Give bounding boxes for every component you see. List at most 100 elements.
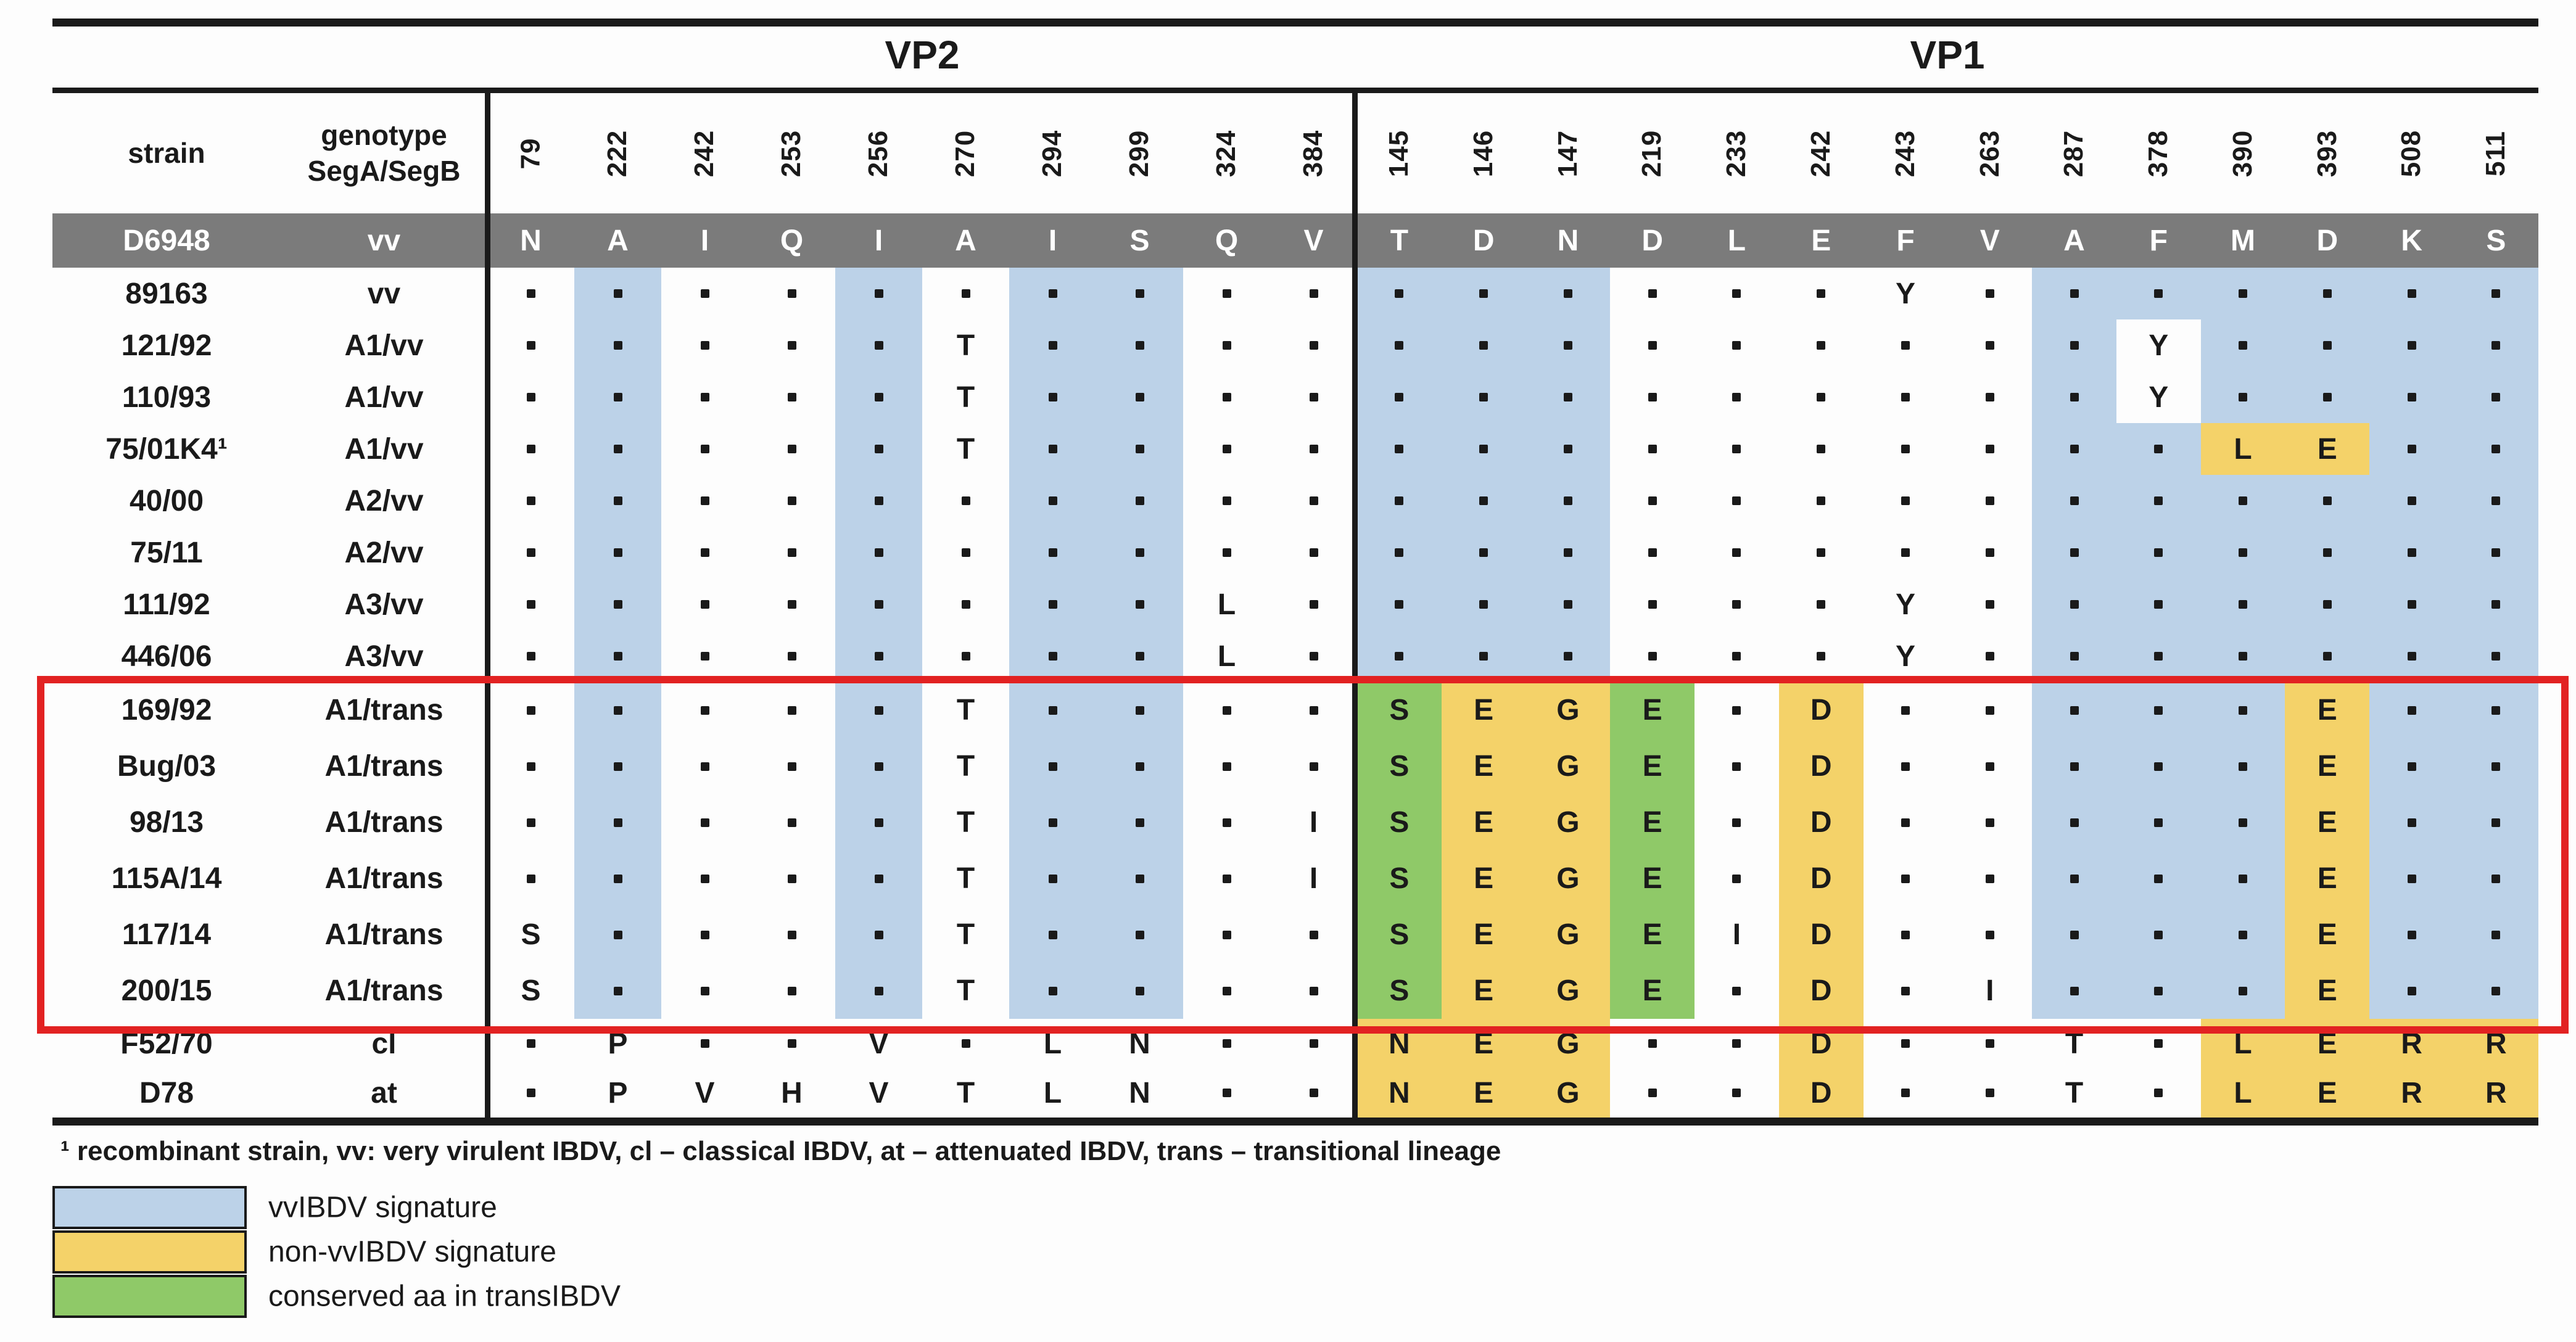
aa-cell-110/93-vp2-324 [1183,371,1270,423]
aa-cell-89163-vp1-390 [2200,268,2285,319]
aa-cell-110/93-vp1-263 [1947,371,2032,423]
residue-letter: D [1472,224,1495,257]
aa-cell-117/14-vp1-393: E [2285,907,2370,963]
identical-residue-dot [613,762,622,771]
aa-cell-121/92-vp1-263 [1947,319,2032,371]
aa-cell-40/00-vp1-145 [1357,475,1442,527]
aa-cell-D78-vp1-287: T [2032,1068,2116,1118]
aa-cell-111/92-vp1-378 [2116,578,2201,630]
alignment-table: D6948 vv N A I Q I A I S Q V T D N D L E F V A F M D K S 89163 vv Y 1… [52,213,2538,1118]
aa-cell-200/15-vp2-222 [574,963,661,1019]
divider-genotype-vp2 [485,93,490,1118]
residue-letter: Y [2149,381,2169,414]
identical-residue-dot [700,341,709,350]
identical-residue-dot [2491,445,2501,453]
identical-residue-dot [1648,445,1657,453]
identical-residue-dot [2154,930,2163,939]
position-number: 145 [1384,130,1414,177]
residue-letter: vv [367,224,401,257]
aa-cell-98/13-vp1-378 [2116,794,2201,850]
identical-residue-dot [1985,1039,1994,1048]
aa-cell-115A/14-vp2-270: T [922,850,1009,907]
aa-cell-75/11-vp2-270 [922,527,1009,578]
identical-residue-dot [2491,341,2501,350]
identical-residue-dot [874,652,883,661]
strain-cell-115A/14: 115A/14 [52,850,281,907]
aa-cell-40/00-vp2-222 [574,475,661,527]
aa-cell-110/93-vp2-299 [1096,371,1183,423]
aa-cell-Bug/03-vp2-384 [1270,738,1357,794]
position-number: 242 [689,130,720,177]
aa-cell-Bug/03-vp2-253 [748,738,835,794]
position-header-vp1-508: 508 [2369,93,2454,213]
strain-column-header: strain [52,93,281,213]
aa-cell-40/00-vp2-294 [1009,475,1096,527]
identical-residue-dot [1985,818,1994,827]
aa-cell-75/11-vp1-287 [2032,527,2116,578]
aa-cell-D6948-vp2-256: I [835,213,922,268]
identical-residue-dot [1563,289,1572,298]
identical-residue-dot [700,706,709,715]
residue-letter: A1/trans [324,750,444,783]
aa-cell-121/92-vp2-253 [748,319,835,371]
residue-letter: L [2234,1076,2252,1109]
identical-residue-dot [526,818,535,827]
residue-letter: vv [367,277,401,310]
aa-cell-169/92-vp1-233 [1695,682,1779,738]
identical-residue-dot [961,652,970,661]
aa-cell-D78-vp1-378 [2116,1068,2201,1118]
identical-residue-dot [2154,652,2163,661]
residue-letter: Y [2149,329,2169,362]
residue-letter: E [2317,1076,2337,1109]
identical-residue-dot [700,652,709,661]
aa-cell-121/92-vp1-393 [2285,319,2370,371]
identical-residue-dot [874,706,883,715]
aa-cell-D6948-vp2-79: N [487,213,574,268]
aa-cell-115A/14-vp1-287 [2032,850,2116,907]
genotype-cell-446/06: A3/vv [281,630,487,682]
aa-cell-117/14-vp1-233: I [1695,907,1779,963]
aa-cell-75/01K4¹-vp1-508 [2369,423,2454,475]
identical-residue-dot [787,496,796,505]
aa-cell-169/92-vp1-243 [1864,682,1948,738]
header-rule [52,88,2538,93]
identical-residue-dot [2070,341,2079,350]
aa-cell-D78-vp1-146: E [1441,1068,1526,1118]
identical-residue-dot [787,652,796,661]
residue-letter: 75/11 [130,536,203,569]
identical-residue-dot [1563,393,1572,401]
aa-cell-75/01K4¹-vp2-222 [574,423,661,475]
genotype-cell-115A/14: A1/trans [281,850,487,907]
position-number: 256 [863,130,894,177]
identical-residue-dot [1309,706,1318,715]
aa-cell-Bug/03-vp1-393: E [2285,738,2370,794]
position-number: 390 [2227,130,2258,177]
aa-cell-169/92-vp1-511 [2453,682,2538,738]
aa-cell-117/14-vp1-263 [1947,907,2032,963]
identical-residue-dot [1563,341,1572,350]
aa-cell-200/15-vp2-253 [748,963,835,1019]
residue-letter: S [1129,224,1150,257]
aa-cell-121/92-vp2-299 [1096,319,1183,371]
aa-cell-F52/70-vp1-233 [1695,1019,1779,1068]
aa-cell-200/15-vp1-378 [2116,963,2201,1019]
aa-cell-115A/14-vp2-242 [661,850,748,907]
identical-residue-dot [2407,818,2416,827]
aa-cell-Bug/03-vp1-233 [1695,738,1779,794]
identical-residue-dot [2322,652,2332,661]
identical-residue-dot [1817,445,1826,453]
aa-cell-75/01K4¹-vp1-146 [1441,423,1526,475]
residue-letter: A1/vv [344,381,424,414]
identical-residue-dot [700,548,709,557]
identical-residue-dot [1048,600,1057,609]
aa-cell-D6948-vp2-294: I [1009,213,1096,268]
identical-residue-dot [787,445,796,453]
aa-cell-75/11-vp1-219 [1610,527,1695,578]
residue-letter: D [2316,224,2339,257]
identical-residue-dot [1309,762,1318,771]
identical-residue-dot [961,289,970,298]
residue-letter: T [956,329,975,362]
aa-cell-Bug/03-vp1-242: D [1778,738,1864,794]
column-header-row: strain genotype SegA/SegB 79 222 242 253 256 2… [52,93,2538,213]
identical-residue-dot [1648,393,1657,401]
